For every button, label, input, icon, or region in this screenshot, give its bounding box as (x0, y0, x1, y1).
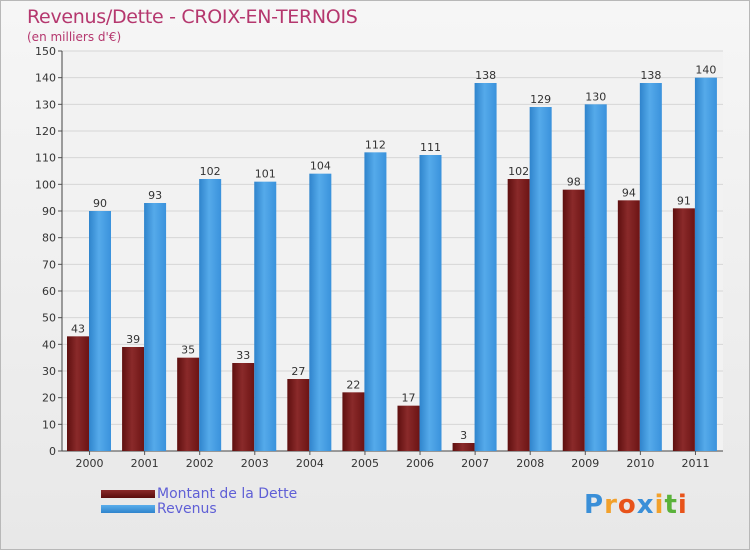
y-tick-label: 10 (42, 418, 56, 431)
data-label-revenus: 129 (530, 93, 551, 106)
bar-dette (672, 208, 695, 451)
bar-dette (617, 200, 640, 451)
y-tick-label: 110 (35, 152, 56, 165)
x-tick-label: 2004 (296, 457, 324, 470)
data-label-dette: 94 (622, 186, 636, 199)
bar-revenus (199, 179, 222, 451)
bar-revenus (364, 152, 387, 452)
data-label-dette: 43 (71, 322, 85, 335)
bar-dette (232, 363, 255, 451)
proxiti-logo: Proxiti (584, 490, 688, 520)
x-tick-label: 2007 (461, 457, 489, 470)
bar-dette (177, 357, 200, 451)
x-tick-label: 2000 (76, 457, 104, 470)
data-label-revenus: 138 (640, 69, 661, 82)
bar-revenus (89, 211, 111, 451)
data-label-dette: 17 (402, 392, 416, 405)
data-label-dette: 98 (567, 176, 581, 189)
logo-letter: i (654, 490, 665, 520)
bar-revenus (254, 181, 277, 451)
x-tick-label: 2011 (681, 457, 709, 470)
bar-revenus (584, 104, 607, 451)
y-tick-label: 60 (42, 285, 56, 298)
bar-revenus (419, 155, 442, 451)
bar-revenus (639, 83, 662, 451)
plot-area (62, 51, 723, 451)
x-tick-label: 2002 (186, 457, 214, 470)
data-label-revenus: 111 (420, 141, 441, 154)
x-tick-label: 2001 (131, 457, 159, 470)
bar-revenus (529, 107, 552, 451)
logo-letter: t (664, 490, 678, 520)
y-tick-label: 40 (42, 338, 56, 351)
x-tick-label: 2005 (351, 457, 379, 470)
data-label-dette: 102 (508, 165, 529, 178)
data-label-dette: 35 (181, 344, 195, 357)
bar-dette (452, 443, 475, 451)
y-tick-label: 0 (49, 445, 56, 458)
bar-revenus (144, 203, 167, 451)
x-tick-label: 2006 (406, 457, 434, 470)
legend-swatch-revenus (101, 505, 155, 513)
logo-letter: x (636, 490, 655, 520)
data-label-revenus: 90 (93, 197, 107, 210)
data-label-dette: 22 (346, 378, 360, 391)
bar-dette (287, 379, 310, 451)
y-tick-label: 100 (35, 178, 56, 191)
y-tick-label: 20 (42, 392, 56, 405)
y-tick-label: 50 (42, 312, 56, 325)
legend-swatch-dette (101, 490, 155, 498)
data-label-revenus: 101 (255, 168, 276, 181)
logo-letter: i (677, 490, 688, 520)
logo-letter: r (604, 490, 618, 520)
chart-subtitle: (en milliers d'€) (27, 30, 122, 44)
x-tick-label: 2009 (571, 457, 599, 470)
bar-dette (507, 179, 530, 451)
data-label-revenus: 130 (585, 90, 606, 103)
data-label-revenus: 102 (200, 165, 221, 178)
y-tick-label: 120 (35, 125, 56, 138)
data-label-dette: 39 (126, 333, 140, 346)
bar-dette (122, 347, 145, 451)
data-label-dette: 91 (677, 194, 691, 207)
y-tick-label: 90 (42, 205, 56, 218)
data-label-revenus: 112 (365, 138, 386, 151)
bar-dette (342, 392, 365, 451)
legend-label-revenus: Revenus (157, 501, 217, 517)
x-tick-label: 2010 (626, 457, 654, 470)
x-tick-label: 2008 (516, 457, 544, 470)
bar-revenus (694, 77, 717, 452)
y-tick-label: 30 (42, 365, 56, 378)
bar-revenus (309, 173, 332, 451)
data-label-dette: 3 (460, 429, 467, 442)
legend-label-dette: Montant de la Dette (157, 486, 298, 502)
y-tick-label: 140 (35, 72, 56, 85)
bar-dette (67, 336, 89, 451)
bar-revenus (474, 83, 497, 451)
y-tick-label: 70 (42, 258, 56, 271)
chart-title: Revenus/Dette - CROIX-EN-TERNOIS (27, 6, 358, 28)
bar-dette (562, 189, 585, 451)
y-tick-label: 130 (35, 98, 56, 111)
bar-dette (397, 405, 420, 451)
data-label-revenus: 104 (310, 160, 331, 173)
data-label-revenus: 93 (148, 189, 162, 202)
data-label-dette: 27 (291, 365, 305, 378)
x-tick-label: 2003 (241, 457, 269, 470)
y-tick-label: 80 (42, 232, 56, 245)
data-label-revenus: 140 (695, 64, 716, 77)
y-tick-label: 150 (35, 45, 56, 58)
data-label-revenus: 138 (475, 69, 496, 82)
data-label-dette: 33 (236, 349, 250, 362)
logo-letter: o (617, 490, 637, 520)
logo-letter: P (584, 490, 605, 520)
